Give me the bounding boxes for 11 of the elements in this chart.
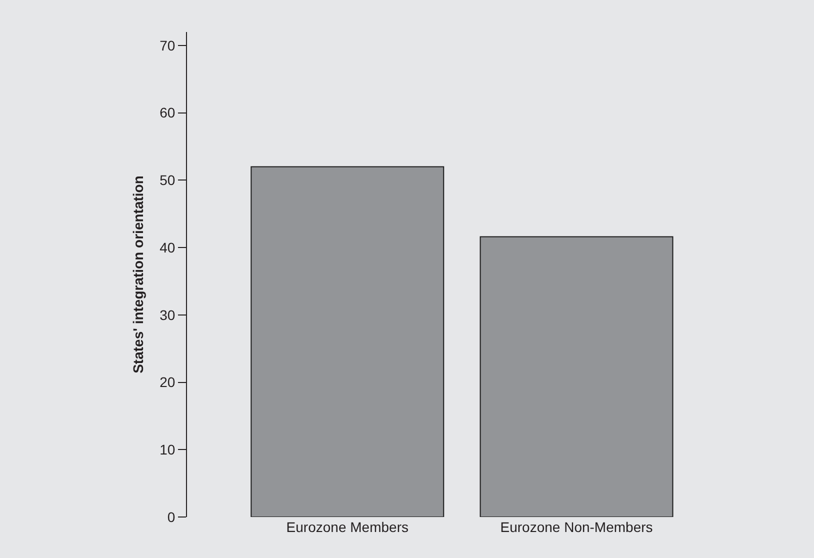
x-tick-label: Eurozone Non-Members xyxy=(500,519,653,535)
y-tick-label: 40 xyxy=(160,239,176,256)
y-tick-label: 10 xyxy=(160,442,176,458)
x-tick-label: Eurozone Members xyxy=(286,519,408,535)
y-tick-label: 20 xyxy=(160,374,176,390)
y-axis-title: States' integration orientation xyxy=(130,176,146,374)
y-tick-label: 70 xyxy=(160,37,176,54)
y-tick-label: 30 xyxy=(160,306,176,323)
y-tick-label: 50 xyxy=(160,172,176,188)
y-tick-label: 0 xyxy=(167,508,176,525)
y-tick-label: 60 xyxy=(160,104,176,121)
